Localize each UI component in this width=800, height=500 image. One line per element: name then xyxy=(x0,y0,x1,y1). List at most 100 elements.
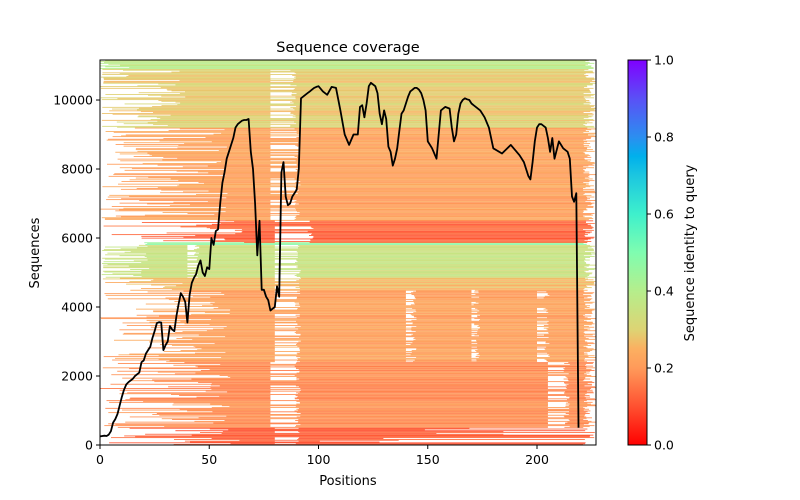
alignment-row-segment xyxy=(101,119,595,121)
alignment-row-segment xyxy=(293,88,590,90)
alignment-row-segment xyxy=(120,64,586,66)
alignment-row-segment xyxy=(293,113,594,115)
alignment-row-segment xyxy=(294,275,590,276)
alignment-row-segment xyxy=(177,104,590,106)
alignment-row-segment xyxy=(300,293,537,295)
alignment-row-segment xyxy=(158,358,275,360)
alignment-row-segment xyxy=(157,187,271,188)
alignment-row-segment xyxy=(296,145,585,147)
alignment-row-segment xyxy=(476,339,585,341)
alignment-row-segment xyxy=(545,349,596,351)
alignment-row-segment xyxy=(121,216,271,218)
alignment-row-segment xyxy=(300,413,548,414)
alignment-row-segment xyxy=(476,346,537,348)
colorbar-tick-label: 1.0 xyxy=(654,53,674,68)
alignment-row-segment xyxy=(198,417,592,419)
alignment-row-segment xyxy=(299,347,588,349)
alignment-row-segment xyxy=(477,349,537,351)
alignment-row-segment xyxy=(160,344,275,345)
alignment-row-segment xyxy=(198,263,590,265)
alignment-row-segment xyxy=(416,319,472,320)
alignment-row-segment xyxy=(114,339,406,341)
alignment-row-segment xyxy=(298,369,548,370)
alignment-row-segment xyxy=(100,62,595,64)
alignment-row-segment xyxy=(477,343,537,345)
alignment-row-segment xyxy=(184,143,591,144)
alignment-row-segment xyxy=(139,200,271,201)
alignment-row-segment xyxy=(104,271,275,273)
alignment-row-segment xyxy=(178,180,271,182)
plot-frame xyxy=(99,59,597,446)
alignment-row-segment xyxy=(158,100,590,101)
alignment-row-segment xyxy=(135,177,585,179)
alignment-row-segment xyxy=(298,419,548,420)
alignment-row-segment xyxy=(568,405,596,407)
alignment-row-segment xyxy=(179,93,271,94)
alignment-row-segment xyxy=(164,426,271,427)
colorbar-gradient xyxy=(627,59,648,446)
alignment-row-segment xyxy=(416,349,472,351)
alignment-row-segment xyxy=(297,307,406,309)
alignment-row-segment xyxy=(141,262,275,264)
alignment-row-segment xyxy=(295,98,585,100)
alignment-row-segment xyxy=(296,416,548,418)
alignment-row-segment xyxy=(297,257,590,258)
alignment-row-segment xyxy=(103,82,596,84)
alignment-row-segment xyxy=(209,428,588,430)
alignment-row-segment xyxy=(149,154,589,156)
alignment-row-segment xyxy=(109,110,596,112)
alignment-row-segment xyxy=(297,324,472,326)
y-tick-label: 8000 xyxy=(61,162,93,177)
alignment-row-segment xyxy=(299,432,595,433)
alignment-row-segment xyxy=(296,163,593,165)
alignment-row-segment xyxy=(296,403,548,405)
alignment-row-segment xyxy=(296,73,586,75)
alignment-row-segment xyxy=(120,248,188,250)
alignment-row-segment xyxy=(295,332,472,334)
alignment-row-segment xyxy=(297,345,584,347)
alignment-row-segment xyxy=(226,326,275,327)
alignment-row-segment xyxy=(297,291,406,293)
alignment-row-segment xyxy=(299,313,406,315)
alignment-row-segment xyxy=(411,334,472,336)
alignment-row-segment xyxy=(298,328,406,330)
alignment-row-segment xyxy=(106,400,587,402)
alignment-row-segment xyxy=(298,203,593,205)
alignment-row-segment xyxy=(153,124,584,126)
alignment-row-segment xyxy=(103,81,271,82)
alignment-row-segment xyxy=(221,405,548,407)
alignment-row-segment xyxy=(299,391,548,393)
alignment-row-segment xyxy=(107,252,188,254)
alignment-row-segment xyxy=(119,393,271,395)
alignment-row-segment xyxy=(130,289,472,291)
alignment-row-segment xyxy=(480,314,584,316)
alignment-row-segment xyxy=(160,87,585,88)
alignment-row-segment xyxy=(413,361,538,363)
alignment-row-segment xyxy=(234,229,594,231)
alignment-row-segment xyxy=(102,257,586,259)
alignment-row-segment xyxy=(543,297,584,299)
alignment-row-segment xyxy=(147,259,188,261)
alignment-row-segment xyxy=(298,407,548,409)
alignment-row-segment xyxy=(413,338,589,339)
alignment-row-segment xyxy=(123,332,275,334)
alignment-row-segment xyxy=(415,309,537,311)
alignment-row-segment xyxy=(235,233,275,235)
alignment-row-segment xyxy=(119,209,271,211)
alignment-row-segment xyxy=(111,437,275,439)
alignment-row-segment xyxy=(225,175,590,176)
alignment-row-segment xyxy=(114,173,590,175)
alignment-row-segment xyxy=(194,254,592,256)
alignment-row-segment xyxy=(296,211,584,213)
alignment-row-segment xyxy=(294,410,591,412)
alignment-row-segment xyxy=(298,431,504,433)
alignment-row-segment xyxy=(166,88,271,90)
alignment-row-segment xyxy=(217,220,275,222)
alignment-row-segment xyxy=(296,180,595,182)
alignment-row-segment xyxy=(117,158,585,160)
alignment-row-segment xyxy=(146,316,406,318)
alignment-row-segment xyxy=(105,246,188,248)
alignment-row-segment xyxy=(163,240,275,242)
alignment-row-segment xyxy=(129,380,548,382)
alignment-row-segment xyxy=(219,385,271,387)
